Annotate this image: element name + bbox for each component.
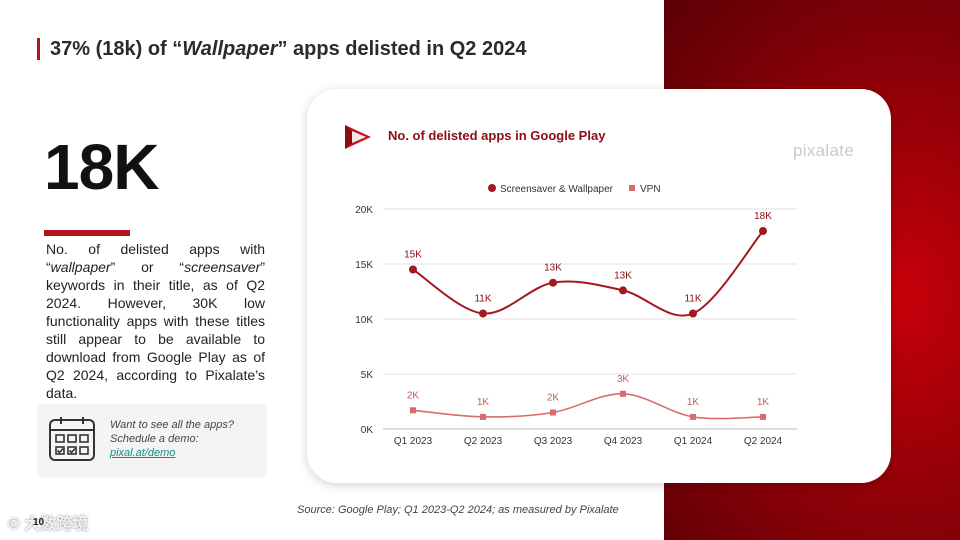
data-point <box>549 278 557 287</box>
y-tick-label: 15K <box>355 260 373 271</box>
data-label: 2K <box>407 390 420 401</box>
play-store-logo-icon <box>345 125 371 149</box>
y-tick-label: 10K <box>355 315 373 326</box>
demo-text: Want to see all the apps? Schedule a dem… <box>110 418 260 460</box>
description-em-wallpaper: wallpaper <box>50 259 111 275</box>
pixalate-brand: pixalate <box>793 141 854 160</box>
data-point <box>479 309 487 318</box>
data-point <box>619 286 627 295</box>
data-label: 13K <box>614 270 632 281</box>
description-em-screensaver: screensaver <box>184 259 261 275</box>
x-tick-label: Q2 2023 <box>464 436 503 447</box>
source-note: Source: Google Play; Q1 2023-Q2 2024; as… <box>297 504 619 516</box>
title-emphasis: Wallpaper <box>182 38 278 60</box>
big-number: 18K <box>44 131 159 203</box>
slide-title: 37% (18k) of “Wallpaper” apps delisted i… <box>50 38 526 61</box>
x-tick-label: Q2 2024 <box>744 436 783 447</box>
title-accent-bar <box>37 38 40 60</box>
calendar-icon <box>49 417 95 461</box>
data-label: 2K <box>547 393 560 404</box>
legend-marker <box>488 184 496 192</box>
chart-title: No. of delisted apps in Google Play <box>388 128 606 143</box>
x-tick-label: Q1 2024 <box>674 436 713 447</box>
watermark: © 大数跨境 <box>8 516 89 533</box>
x-tick-label: Q1 2023 <box>394 436 433 447</box>
data-label: 11K <box>684 294 701 305</box>
description-part3: ” keywords in their title, as of Q2 2024… <box>46 259 265 401</box>
legend-marker <box>629 185 635 191</box>
demo-text-body: Want to see all the apps? Schedule a dem… <box>110 419 234 445</box>
description-part2: ” or “ <box>110 259 185 275</box>
data-point <box>690 413 696 420</box>
demo-link[interactable]: pixal.at/demo <box>110 447 176 459</box>
accent-line <box>44 230 130 236</box>
description-part1: No. of delisted apps with “ <box>46 241 265 275</box>
data-point <box>550 409 556 416</box>
series-line-0 <box>412 230 764 317</box>
legend-label: Screensaver & Wallpaper <box>500 184 614 195</box>
demo-callout: Want to see all the apps? Schedule a dem… <box>38 404 266 476</box>
data-label: 15K <box>404 250 422 261</box>
data-point <box>480 413 486 420</box>
data-label: 1K <box>757 397 770 408</box>
y-tick-label: 0K <box>361 425 374 436</box>
data-point <box>689 309 697 318</box>
data-point <box>409 265 417 274</box>
x-tick-label: Q4 2023 <box>604 436 643 447</box>
data-point <box>620 390 626 397</box>
y-tick-label: 5K <box>361 370 374 381</box>
title-prefix: 37% (18k) of “ <box>50 38 183 60</box>
data-point <box>759 227 767 235</box>
x-tick-label: Q3 2023 <box>534 436 573 447</box>
description: No. of delisted apps with “wallpaper” or… <box>46 240 265 402</box>
series-line-1 <box>412 392 764 420</box>
data-label: 1K <box>687 397 700 408</box>
data-label: 13K <box>544 263 562 274</box>
data-label: 1K <box>477 397 490 408</box>
data-label: 18K <box>754 211 772 222</box>
data-point <box>410 407 416 414</box>
data-point <box>760 413 766 420</box>
data-label: 11K <box>474 294 491 305</box>
data-label: 3K <box>617 374 630 385</box>
title-suffix: ” apps delisted in Q2 2024 <box>277 38 527 60</box>
legend-label: VPN <box>640 184 661 195</box>
y-tick-label: 20K <box>355 205 373 216</box>
page-number: 10 <box>33 517 45 528</box>
